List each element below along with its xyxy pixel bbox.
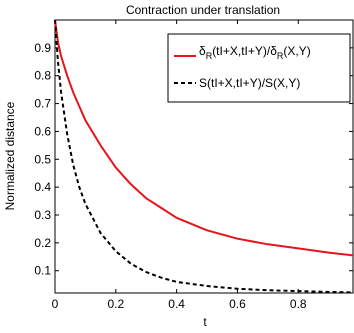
legend-box [167, 33, 351, 103]
x-tick-label: 0 [52, 297, 59, 311]
y-tick-label: 0.7 [34, 97, 51, 111]
y-tick-label: 0.9 [34, 41, 51, 55]
plot-frame [54, 19, 354, 294]
y-tick-label: 0.2 [34, 236, 51, 250]
legend-label-part: (X,Y) [283, 44, 310, 58]
x-axis: 0 0.2 0.4 0.6 0.8 [52, 20, 307, 311]
legend: δR(tI+X,tI+Y)/δR(X,Y) S(tI+X,tI+Y)/S(X,Y… [167, 33, 351, 103]
legend-label-part: R [206, 51, 213, 61]
legend-label-part: (tI+X,tI+Y)/δ [212, 44, 277, 58]
chart-title: Contraction under translation [126, 3, 280, 17]
y-tick-label: 0.8 [34, 69, 51, 83]
series-2-line [54, 19, 354, 294]
y-tick-label: 0.4 [34, 180, 51, 194]
series-group [54, 19, 354, 294]
legend-label-part: δ [199, 44, 206, 58]
legend-label-part: R [277, 51, 284, 61]
y-tick-label: 0.6 [34, 124, 51, 138]
legend-label-series-1: δR(tI+X,tI+Y)/δR(X,Y) [199, 44, 311, 61]
y-tick-label: 0.5 [34, 152, 51, 166]
x-tick-label: 0.4 [168, 297, 185, 311]
series-1-line [54, 19, 354, 257]
y-axis: 0.1 0.2 0.3 0.4 0.5 0.6 0.7 0.8 0.9 [34, 41, 353, 278]
x-axis-label: t [203, 315, 207, 329]
y-tick-label: 0.3 [34, 208, 51, 222]
x-tick-label: 0.6 [229, 297, 246, 311]
y-tick-label: 0.1 [34, 264, 51, 278]
y-axis-label: Normalized distance [3, 101, 17, 210]
x-tick-label: 0.2 [107, 297, 124, 311]
legend-label-series-2: S(tI+X,tI+Y)/S(X,Y) [199, 76, 300, 90]
x-tick-label: 0.8 [290, 297, 307, 311]
